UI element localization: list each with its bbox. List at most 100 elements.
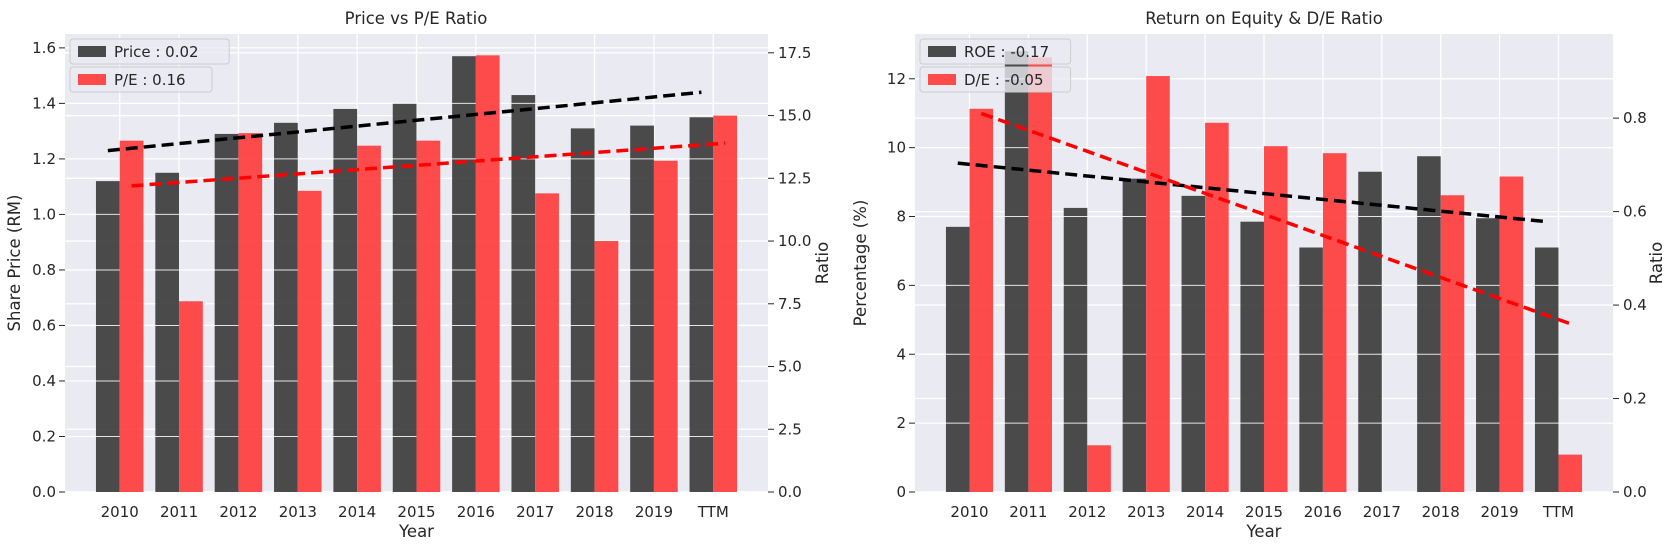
bar-pe xyxy=(297,190,322,493)
bar-pe xyxy=(653,160,678,492)
bar-price xyxy=(689,117,714,492)
bar-de xyxy=(1499,176,1524,492)
x-tick-label: TTM xyxy=(1542,503,1574,521)
bar-roe xyxy=(945,226,970,492)
y2-tick-label: 0.6 xyxy=(1623,203,1647,221)
bar-de xyxy=(1264,146,1288,492)
legend-1: ROE : -0.17 xyxy=(919,38,1072,65)
legend-box xyxy=(919,66,1072,93)
y2-tick-label: 0.8 xyxy=(1623,109,1647,127)
x-tick-label: 2019 xyxy=(1481,503,1519,521)
x-tick-label: TTM xyxy=(697,503,729,521)
x-tick-label: 2012 xyxy=(219,503,257,521)
legend-label: P/E : 0.16 xyxy=(114,71,186,89)
y2-tick-label: 0.2 xyxy=(1623,390,1647,408)
x-tick-label: 2018 xyxy=(575,503,613,521)
x-tick-label: 2018 xyxy=(1422,503,1460,521)
x-tick-label: 2011 xyxy=(160,503,198,521)
bar-price xyxy=(333,108,358,492)
y2-tick-label: 12.5 xyxy=(778,169,811,187)
x-axis-label: Year xyxy=(398,522,434,541)
x-tick-label: 2011 xyxy=(1009,503,1047,521)
chart-title: Return on Equity & D/E Ratio xyxy=(1145,9,1383,28)
y-tick-label: 0.6 xyxy=(32,316,56,334)
bar-de xyxy=(969,108,994,492)
x-tick-label: 2016 xyxy=(1304,503,1342,521)
bar-pe xyxy=(416,140,441,492)
bar-roe xyxy=(1358,171,1382,492)
y2-axis-label: Ratio xyxy=(1647,242,1666,284)
legend-2: P/E : 0.16 xyxy=(69,66,213,93)
bar-roe xyxy=(1181,195,1206,493)
legend-1: Price : 0.02 xyxy=(69,38,230,65)
legend-box xyxy=(69,38,230,65)
y2-tick-label: 0.4 xyxy=(1623,296,1647,314)
legend-swatch xyxy=(928,46,956,57)
x-tick-label: 2019 xyxy=(635,503,673,521)
legend-2: D/E : -0.05 xyxy=(919,66,1072,93)
bar-pe xyxy=(535,193,559,493)
y-tick-label: 8 xyxy=(896,208,906,226)
x-tick-label: 2014 xyxy=(338,503,376,521)
trendline-roe xyxy=(957,161,1547,224)
y-tick-label: 12 xyxy=(887,70,906,88)
y-tick-label: 1.4 xyxy=(32,94,56,112)
bar-price xyxy=(570,128,595,492)
y-tick-label: 0.8 xyxy=(32,261,56,279)
bar-roe xyxy=(1476,218,1500,492)
legend-swatch xyxy=(928,74,956,85)
bar-pe xyxy=(713,115,738,492)
trendline-pe xyxy=(131,141,726,188)
bar-de xyxy=(1146,76,1170,493)
x-tick-label: 2014 xyxy=(1186,503,1224,521)
bar-price xyxy=(630,125,654,492)
bar-price xyxy=(511,95,536,493)
x-tick-label: 2015 xyxy=(397,503,435,521)
y2-tick-label: 0.0 xyxy=(778,483,802,501)
bar-de xyxy=(1205,122,1229,492)
bar-de xyxy=(1558,454,1583,492)
y-tick-label: 1.0 xyxy=(32,205,56,223)
y2-tick-label: 2.5 xyxy=(778,420,802,438)
bar-de xyxy=(1087,445,1111,492)
x-tick-label: 2013 xyxy=(1127,503,1165,521)
y-tick-label: 10 xyxy=(887,139,906,157)
bar-roe xyxy=(1122,178,1147,492)
y-tick-label: 0.0 xyxy=(32,483,56,501)
bar-pe xyxy=(179,301,203,492)
y-tick-label: 6 xyxy=(896,276,906,294)
x-tick-label: 2010 xyxy=(101,503,139,521)
y2-tick-label: 7.5 xyxy=(778,295,802,313)
y-tick-label: 1.2 xyxy=(32,150,56,168)
bar-roe xyxy=(1063,207,1088,492)
x-tick-label: 2013 xyxy=(279,503,317,521)
bar-roe xyxy=(1004,51,1029,492)
x-tick-label: 2010 xyxy=(950,503,988,521)
y2-tick-label: 15.0 xyxy=(778,107,811,125)
x-tick-label: 2016 xyxy=(457,503,495,521)
y-tick-label: 0 xyxy=(896,483,906,501)
y2-tick-label: 17.5 xyxy=(778,44,811,62)
bar-pe xyxy=(594,241,619,492)
y-tick-label: 0.4 xyxy=(32,372,56,390)
legend-label: ROE : -0.17 xyxy=(964,43,1049,61)
y2-tick-label: 5.0 xyxy=(778,358,802,376)
bar-pe xyxy=(238,133,263,492)
legend-swatch xyxy=(78,46,106,57)
legend-box xyxy=(919,38,1072,65)
trendline-de xyxy=(980,111,1571,326)
legend-label: D/E : -0.05 xyxy=(964,71,1043,89)
bar-price xyxy=(95,181,120,492)
bar-pe xyxy=(357,145,381,493)
x-tick-label: 2017 xyxy=(1363,503,1401,521)
y2-axis-label: Ratio xyxy=(813,242,832,284)
x-tick-label: 2012 xyxy=(1068,503,1106,521)
bar-roe xyxy=(1240,221,1264,492)
bar-de xyxy=(1322,153,1347,492)
bar-price xyxy=(452,56,476,493)
y2-tick-label: 0.0 xyxy=(1623,483,1647,501)
bar-price xyxy=(392,103,417,493)
bar-roe xyxy=(1299,247,1323,492)
legend-label: Price : 0.02 xyxy=(114,43,199,61)
